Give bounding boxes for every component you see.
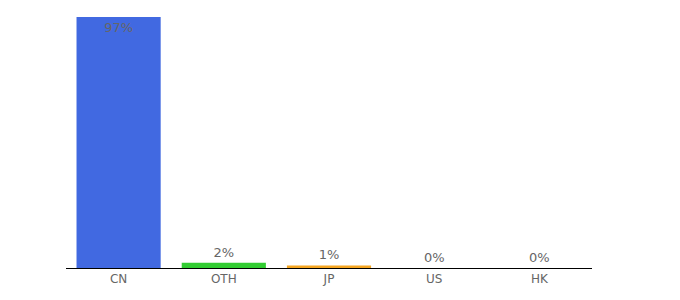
svg-text:0%: 0% xyxy=(424,250,445,265)
svg-text:CN: CN xyxy=(110,272,127,286)
svg-text:JP: JP xyxy=(323,272,335,286)
svg-text:2%: 2% xyxy=(213,245,234,260)
svg-text:1%: 1% xyxy=(319,247,340,262)
svg-text:HK: HK xyxy=(531,272,549,286)
svg-text:US: US xyxy=(426,272,442,286)
svg-text:97%: 97% xyxy=(104,20,133,35)
svg-text:0%: 0% xyxy=(529,250,550,265)
svg-text:OTH: OTH xyxy=(211,272,237,286)
